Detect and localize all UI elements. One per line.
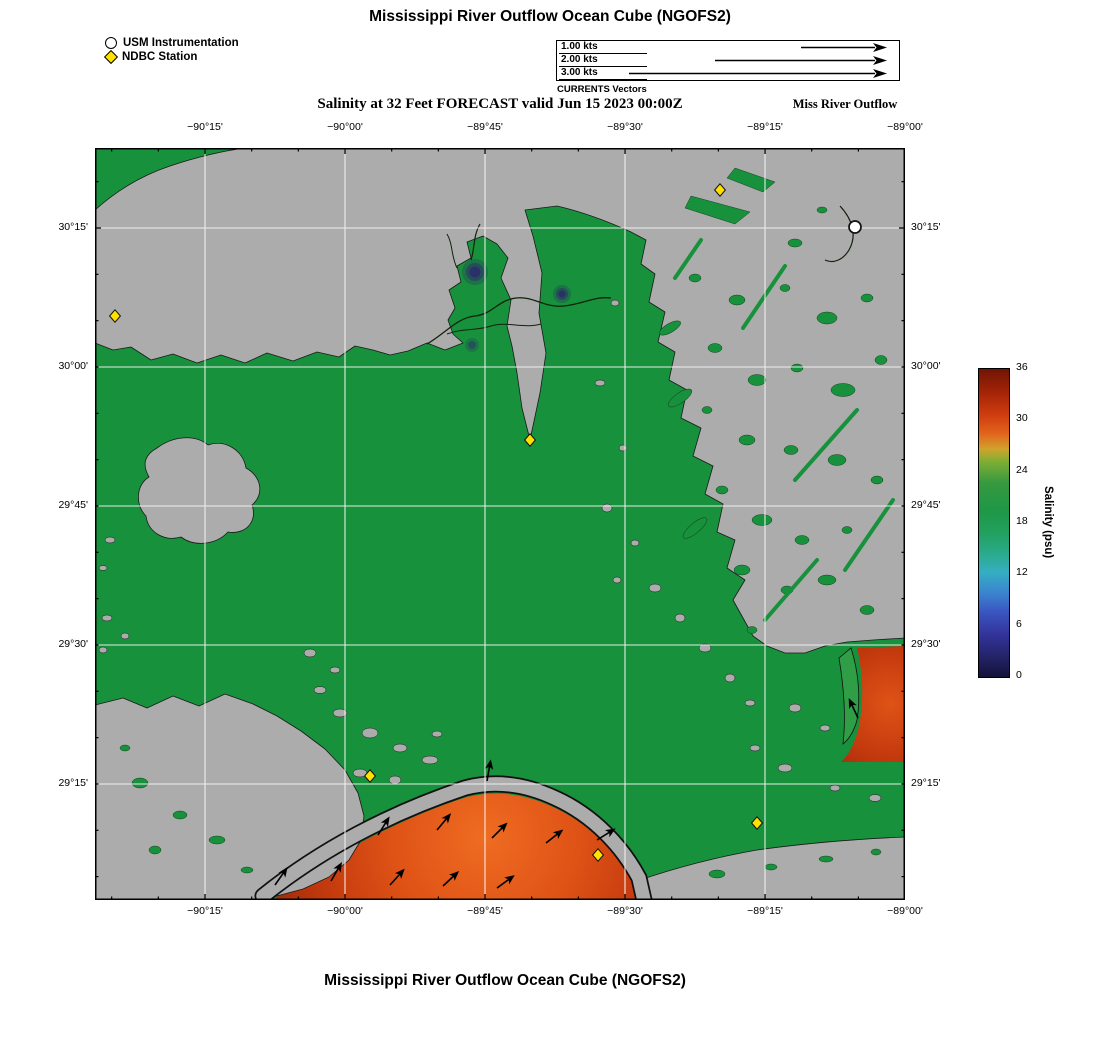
colorbar-tick: 0: [1016, 669, 1022, 681]
lat-tick-label-right: 29°45': [911, 499, 941, 511]
ndbc-diamond-icon: [103, 49, 119, 65]
figure-title-top: Mississippi River Outflow Ocean Cube (NG…: [369, 8, 731, 25]
vector-scale-arrows: [629, 43, 887, 78]
figure-title-bottom: Mississippi River Outflow Ocean Cube (NG…: [324, 972, 686, 989]
legend-row-ndbc: NDBC Station: [103, 49, 239, 65]
lat-tick-label-left: 30°00': [58, 360, 88, 372]
outflow-note: Miss River Outflow: [792, 97, 898, 111]
currents-caption: CURRENTS Vectors: [557, 84, 647, 95]
current-vector-arrow: [484, 759, 494, 782]
lon-tick-label-bottom: −89°15': [747, 905, 783, 917]
lon-tick-label-bottom: −89°30': [607, 905, 643, 917]
current-vector-arrow: [848, 698, 859, 719]
graticule: [95, 148, 905, 900]
lon-tick-label-bottom: −90°00': [327, 905, 363, 917]
lon-tick-label-top: −90°00': [327, 121, 363, 133]
vector-row-2kt: 2.00 kts: [559, 54, 647, 67]
high-salinity-region-south: [273, 793, 637, 900]
current-vector-arrow: [442, 870, 460, 887]
lat-tick-label-left: 29°15': [58, 777, 88, 789]
salinity-colorbar: [978, 368, 1010, 678]
marsh-ponds: [119, 167, 888, 879]
current-vector-arrow: [596, 828, 616, 841]
lat-tick-label-left: 29°45': [58, 499, 88, 511]
colorbar-tick: 6: [1016, 618, 1022, 630]
map-frame: [95, 148, 905, 900]
usm-instrumentation-marker: [848, 220, 862, 234]
lon-tick-label-top: −89°30': [607, 121, 643, 133]
colorbar-tick: 24: [1016, 464, 1028, 476]
ndbc-station-marker: [750, 816, 764, 830]
colorbar-tick: 18: [1016, 515, 1028, 527]
current-vector-arrow: [274, 866, 288, 886]
lat-tick-label-left: 30°15': [58, 221, 88, 233]
lat-tick-label-right: 30°15': [911, 221, 941, 233]
barrier-island-chain: [838, 647, 860, 745]
lon-tick-label-bottom: −89°45': [467, 905, 503, 917]
lon-tick-label-top: −89°00': [887, 121, 923, 133]
colorbar-label: Salinity (psu): [1042, 485, 1054, 559]
current-vectors-layer: [274, 698, 859, 889]
vector-row-1kt: 1.00 kts: [559, 41, 647, 54]
lon-tick-label-top: −89°15': [747, 121, 783, 133]
scale-arrow-1kt: [801, 43, 887, 52]
lon-tick-label-bottom: −90°15': [187, 905, 223, 917]
usm-legend-label: USM Instrumentation: [123, 37, 239, 49]
vector-row-3kt: 3.00 kts: [559, 67, 647, 80]
usm-circle-icon: [105, 37, 117, 49]
lat-tick-label-right: 29°30': [911, 638, 941, 650]
low-salinity-plumes: [462, 259, 571, 352]
colorbar-tick: 30: [1016, 412, 1028, 424]
ndbc-legend-label: NDBC Station: [122, 51, 198, 63]
north-coast-landmass: [95, 148, 905, 654]
current-vector-arrow: [436, 813, 452, 831]
lon-tick-label-top: −89°45': [467, 121, 503, 133]
legend-row-usm: USM Instrumentation: [105, 36, 239, 50]
lat-tick-label-right: 29°15': [911, 777, 941, 789]
salinity-map: [95, 148, 905, 900]
scale-arrow-2kt: [715, 56, 887, 65]
river-channels: [426, 205, 854, 345]
scale-arrow-3kt: [629, 69, 887, 78]
current-vector-arrow: [545, 829, 564, 844]
ndbc-station-marker: [523, 433, 537, 447]
current-vector-arrow: [377, 816, 390, 836]
lon-tick-label-top: −90°15': [187, 121, 223, 133]
colorbar-tick: 12: [1016, 566, 1028, 578]
midwest-island: [138, 437, 261, 544]
ndbc-station-marker: [591, 848, 605, 862]
lat-tick-label-left: 29°30': [58, 638, 88, 650]
current-vector-arrow: [491, 822, 508, 839]
ndbc-station-marker: [713, 183, 727, 197]
ndbc-station-marker: [108, 309, 122, 323]
current-vector-arrow: [496, 875, 515, 889]
currents-vector-legend: 1.00 kts 2.00 kts 3.00 kts: [556, 40, 900, 81]
colorbar-tick: 36: [1016, 361, 1028, 373]
lon-tick-label-bottom: −89°00': [887, 905, 923, 917]
marsh-channels: [673, 238, 895, 622]
current-vector-arrow: [330, 861, 342, 882]
lat-tick-label-right: 30°00': [911, 360, 941, 372]
stations-layer: [108, 183, 862, 862]
ndbc-station-marker: [363, 769, 377, 783]
current-vector-arrow: [389, 868, 405, 886]
small-islands: [98, 299, 882, 802]
symbol-legend: USM Instrumentation NDBC Station: [103, 36, 239, 65]
forecast-subtitle: Salinity at 32 Feet FORECAST valid Jun 1…: [317, 96, 683, 112]
high-salinity-region-east: [841, 646, 905, 762]
